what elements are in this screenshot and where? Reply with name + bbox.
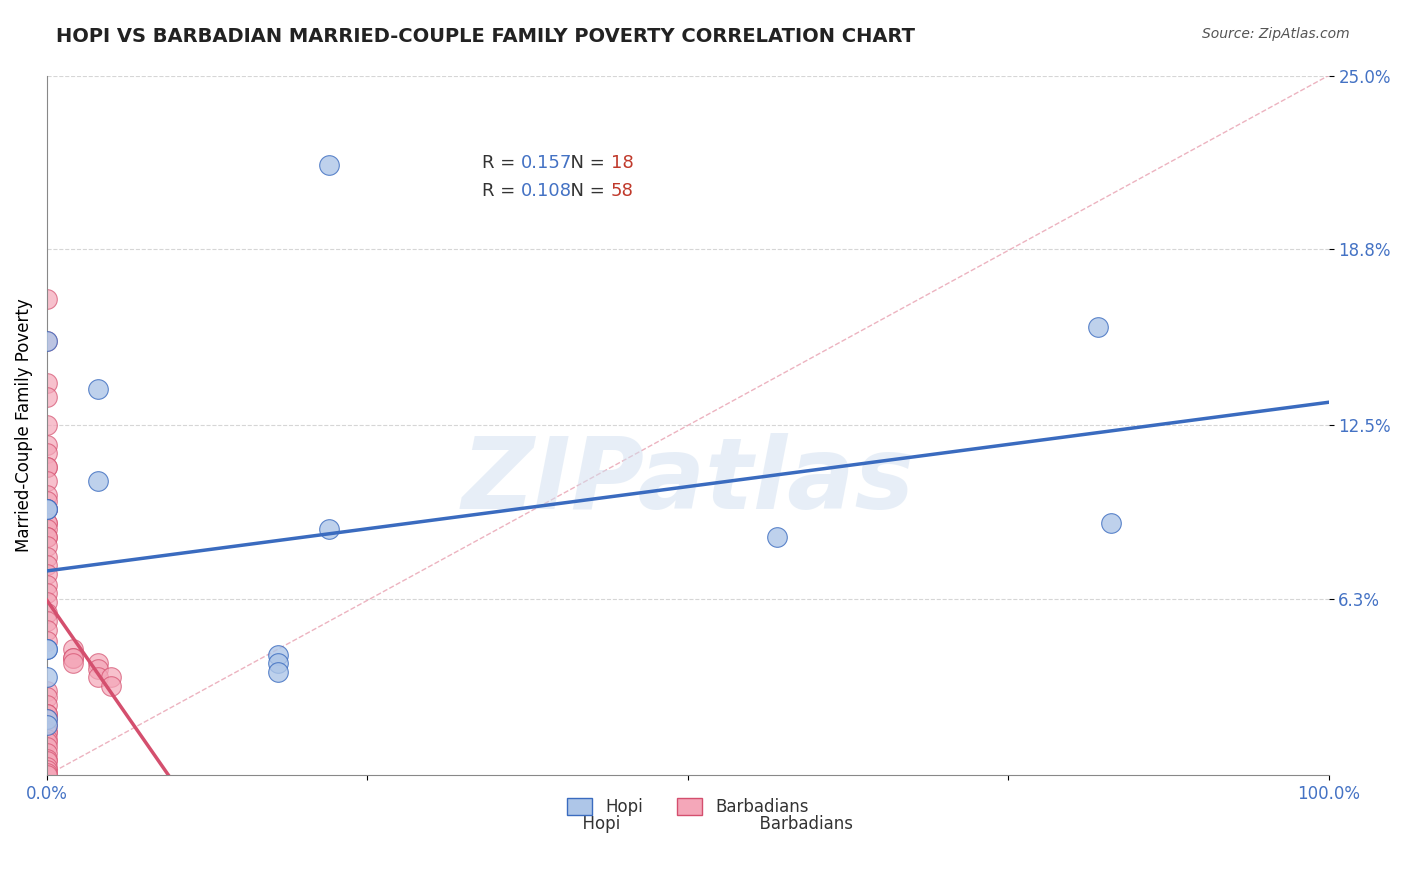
Point xyxy=(35,475,58,489)
Point xyxy=(35,765,58,780)
Point xyxy=(35,446,58,460)
Point xyxy=(35,549,58,564)
Point xyxy=(35,595,58,609)
Point xyxy=(1087,320,1109,334)
Text: 58: 58 xyxy=(610,182,634,200)
Point xyxy=(35,293,58,307)
Point xyxy=(35,460,58,475)
Point xyxy=(35,634,58,648)
Text: N =: N = xyxy=(560,182,610,200)
Point xyxy=(35,586,58,600)
Point xyxy=(35,615,58,629)
Point xyxy=(35,670,58,684)
Point xyxy=(87,657,110,671)
Point xyxy=(35,712,58,726)
Point xyxy=(35,502,58,516)
Legend: Hopi, Barbadians: Hopi, Barbadians xyxy=(561,791,815,823)
Text: N =: N = xyxy=(560,154,610,172)
Point xyxy=(62,650,84,665)
Point xyxy=(318,522,340,536)
Point xyxy=(266,657,288,671)
Point xyxy=(318,158,340,172)
Y-axis label: Married-Couple Family Poverty: Married-Couple Family Poverty xyxy=(15,299,32,552)
Point xyxy=(35,735,58,749)
Point xyxy=(766,530,789,544)
Point xyxy=(35,698,58,713)
Point xyxy=(35,623,58,637)
Point xyxy=(35,712,58,726)
Point xyxy=(62,657,84,671)
Text: 0.108: 0.108 xyxy=(522,182,572,200)
Point xyxy=(35,768,58,782)
Point xyxy=(35,391,58,405)
Text: HOPI VS BARBADIAN MARRIED-COUPLE FAMILY POVERTY CORRELATION CHART: HOPI VS BARBADIAN MARRIED-COUPLE FAMILY … xyxy=(56,27,915,45)
Point xyxy=(35,726,58,740)
Point xyxy=(35,763,58,777)
Point xyxy=(35,522,58,536)
Point xyxy=(62,650,84,665)
Text: ZIPatlas: ZIPatlas xyxy=(461,433,914,530)
Point xyxy=(35,334,58,349)
Point xyxy=(35,539,58,553)
Point xyxy=(1099,516,1122,531)
Point xyxy=(100,670,122,684)
Text: Hopi: Hopi xyxy=(551,815,620,833)
Point xyxy=(35,751,58,765)
Point xyxy=(35,642,58,657)
Text: Barbadians: Barbadians xyxy=(728,815,853,833)
Point xyxy=(87,475,110,489)
Point xyxy=(100,679,122,693)
Point xyxy=(35,718,58,732)
Point xyxy=(87,662,110,676)
Point xyxy=(35,516,58,531)
Point xyxy=(35,690,58,704)
Point xyxy=(35,376,58,391)
Point xyxy=(35,516,58,531)
Point xyxy=(35,718,58,732)
Point xyxy=(266,665,288,679)
Point xyxy=(35,731,58,746)
Point xyxy=(35,578,58,592)
Point xyxy=(35,488,58,502)
Text: 18: 18 xyxy=(610,154,634,172)
Text: Source: ZipAtlas.com: Source: ZipAtlas.com xyxy=(1202,27,1350,41)
Point xyxy=(35,334,58,349)
Point xyxy=(35,438,58,452)
Point xyxy=(35,460,58,475)
Point xyxy=(35,606,58,620)
Point xyxy=(35,502,58,516)
Text: R =: R = xyxy=(482,154,522,172)
Point xyxy=(35,530,58,544)
Point xyxy=(35,502,58,516)
Point xyxy=(35,684,58,698)
Point xyxy=(35,760,58,774)
Point xyxy=(87,670,110,684)
Point xyxy=(62,642,84,657)
Point xyxy=(35,706,58,721)
Point xyxy=(35,706,58,721)
Text: R =: R = xyxy=(482,182,522,200)
Point xyxy=(266,648,288,662)
Point xyxy=(35,746,58,760)
Point xyxy=(35,558,58,573)
Point xyxy=(35,642,58,657)
Point xyxy=(35,418,58,433)
Text: 0.157: 0.157 xyxy=(522,154,572,172)
Point xyxy=(35,502,58,516)
Point xyxy=(35,566,58,581)
Point xyxy=(35,723,58,738)
Point xyxy=(35,755,58,769)
Point xyxy=(35,494,58,508)
Point xyxy=(87,382,110,396)
Point xyxy=(35,740,58,755)
Point xyxy=(35,530,58,544)
